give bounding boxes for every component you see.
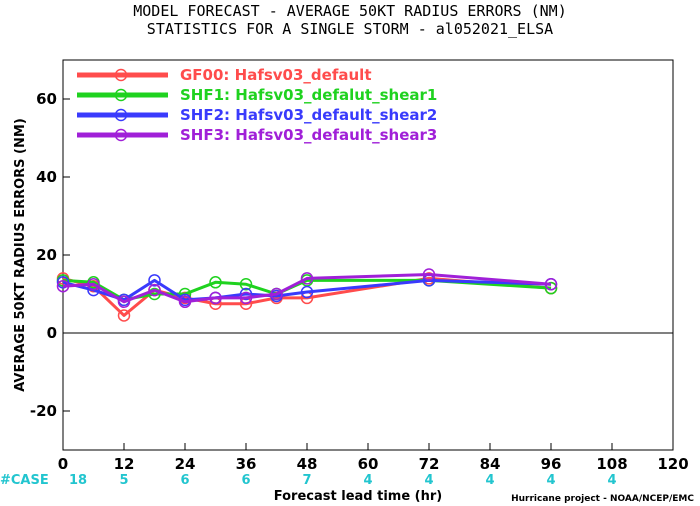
data-point bbox=[422, 268, 436, 281]
credit-text: Hurricane project - NOAA/NCEP/EMC bbox=[511, 494, 694, 504]
case-count: 18 bbox=[69, 473, 87, 488]
x-tick-label: 72 bbox=[419, 455, 440, 473]
case-count: 4 bbox=[546, 473, 555, 488]
chart-title: MODEL FORECAST - AVERAGE 50KT RADIUS ERR… bbox=[133, 2, 566, 20]
data-point bbox=[239, 291, 253, 305]
case-count: 4 bbox=[363, 473, 372, 488]
chart-subtitle: STATISTICS FOR A SINGLE STORM - al052021… bbox=[147, 20, 553, 38]
data-point bbox=[87, 278, 100, 291]
data-point bbox=[209, 291, 222, 305]
case-count: 4 bbox=[485, 473, 494, 488]
case-count: 6 bbox=[180, 473, 189, 488]
case-count: 6 bbox=[241, 473, 250, 488]
case-label: #CASE bbox=[0, 473, 49, 488]
data-point bbox=[270, 287, 283, 301]
data-point bbox=[544, 278, 558, 291]
x-tick-label: 12 bbox=[114, 455, 135, 473]
y-axis-title: AVERAGE 50KT RADIUS ERRORS (NM) bbox=[13, 118, 28, 392]
x-tick-label: 84 bbox=[480, 455, 501, 473]
case-count: 4 bbox=[424, 473, 433, 488]
x-tick-label: 48 bbox=[297, 455, 318, 473]
data-point bbox=[300, 285, 314, 299]
data-point bbox=[148, 274, 161, 287]
series-3 bbox=[56, 268, 558, 309]
data-point bbox=[117, 295, 131, 309]
legend-label: SHF2: Hafsv03_default_shear2 bbox=[180, 106, 437, 124]
data-point bbox=[117, 309, 131, 322]
series-line bbox=[62, 273, 552, 304]
x-tick-label: 36 bbox=[236, 455, 257, 473]
case-count: 5 bbox=[119, 473, 128, 488]
legend-swatch-marker bbox=[114, 108, 128, 122]
data-point bbox=[178, 295, 192, 309]
y-tick-label: -20 bbox=[30, 402, 57, 420]
x-axis-title: Forecast lead time (hr) bbox=[274, 489, 442, 504]
data-point bbox=[300, 272, 314, 285]
data-point bbox=[148, 283, 161, 297]
data-point bbox=[544, 281, 558, 295]
data-point bbox=[209, 276, 222, 289]
legend-label: SHF1: Hafsv03_defalut_shear1 bbox=[180, 86, 437, 104]
case-count-row: 18 5 6 6 7 4 4 4 4 4 bbox=[69, 473, 617, 488]
x-tick-label: 60 bbox=[358, 455, 379, 473]
y-tick-label: 0 bbox=[47, 324, 57, 342]
legend-label: GF00: Hafsv03_default bbox=[180, 66, 371, 84]
legend-swatch-marker bbox=[114, 88, 128, 102]
x-axis: 0 12 24 36 48 60 72 84 96 108 120 bbox=[58, 443, 689, 473]
legend-swatch-marker bbox=[114, 128, 128, 142]
data-point bbox=[148, 287, 161, 301]
x-tick-label: 120 bbox=[657, 455, 688, 473]
case-count: 7 bbox=[302, 473, 311, 488]
data-point bbox=[56, 276, 70, 289]
y-tick-label: 20 bbox=[36, 246, 57, 264]
x-tick-label: 96 bbox=[541, 455, 562, 473]
y-axis: -20 0 20 40 60 bbox=[30, 90, 70, 420]
x-tick-label: 24 bbox=[175, 455, 196, 473]
data-point bbox=[56, 279, 70, 293]
case-count: 4 bbox=[607, 473, 616, 488]
data-point bbox=[239, 287, 253, 301]
y-tick-label: 60 bbox=[36, 90, 57, 108]
series-layer bbox=[56, 268, 558, 322]
legend-label: SHF3: Hafsv03_default_shear3 bbox=[180, 126, 437, 144]
y-tick-label: 40 bbox=[36, 168, 57, 186]
series-line bbox=[62, 278, 552, 302]
legend: GF00: Hafsv03_default SHF1: Hafsv03_defal… bbox=[77, 66, 437, 144]
x-tick-label: 108 bbox=[596, 455, 627, 473]
legend-swatch-marker bbox=[114, 68, 128, 82]
x-tick-label: 0 bbox=[58, 455, 68, 473]
data-point bbox=[239, 278, 253, 291]
